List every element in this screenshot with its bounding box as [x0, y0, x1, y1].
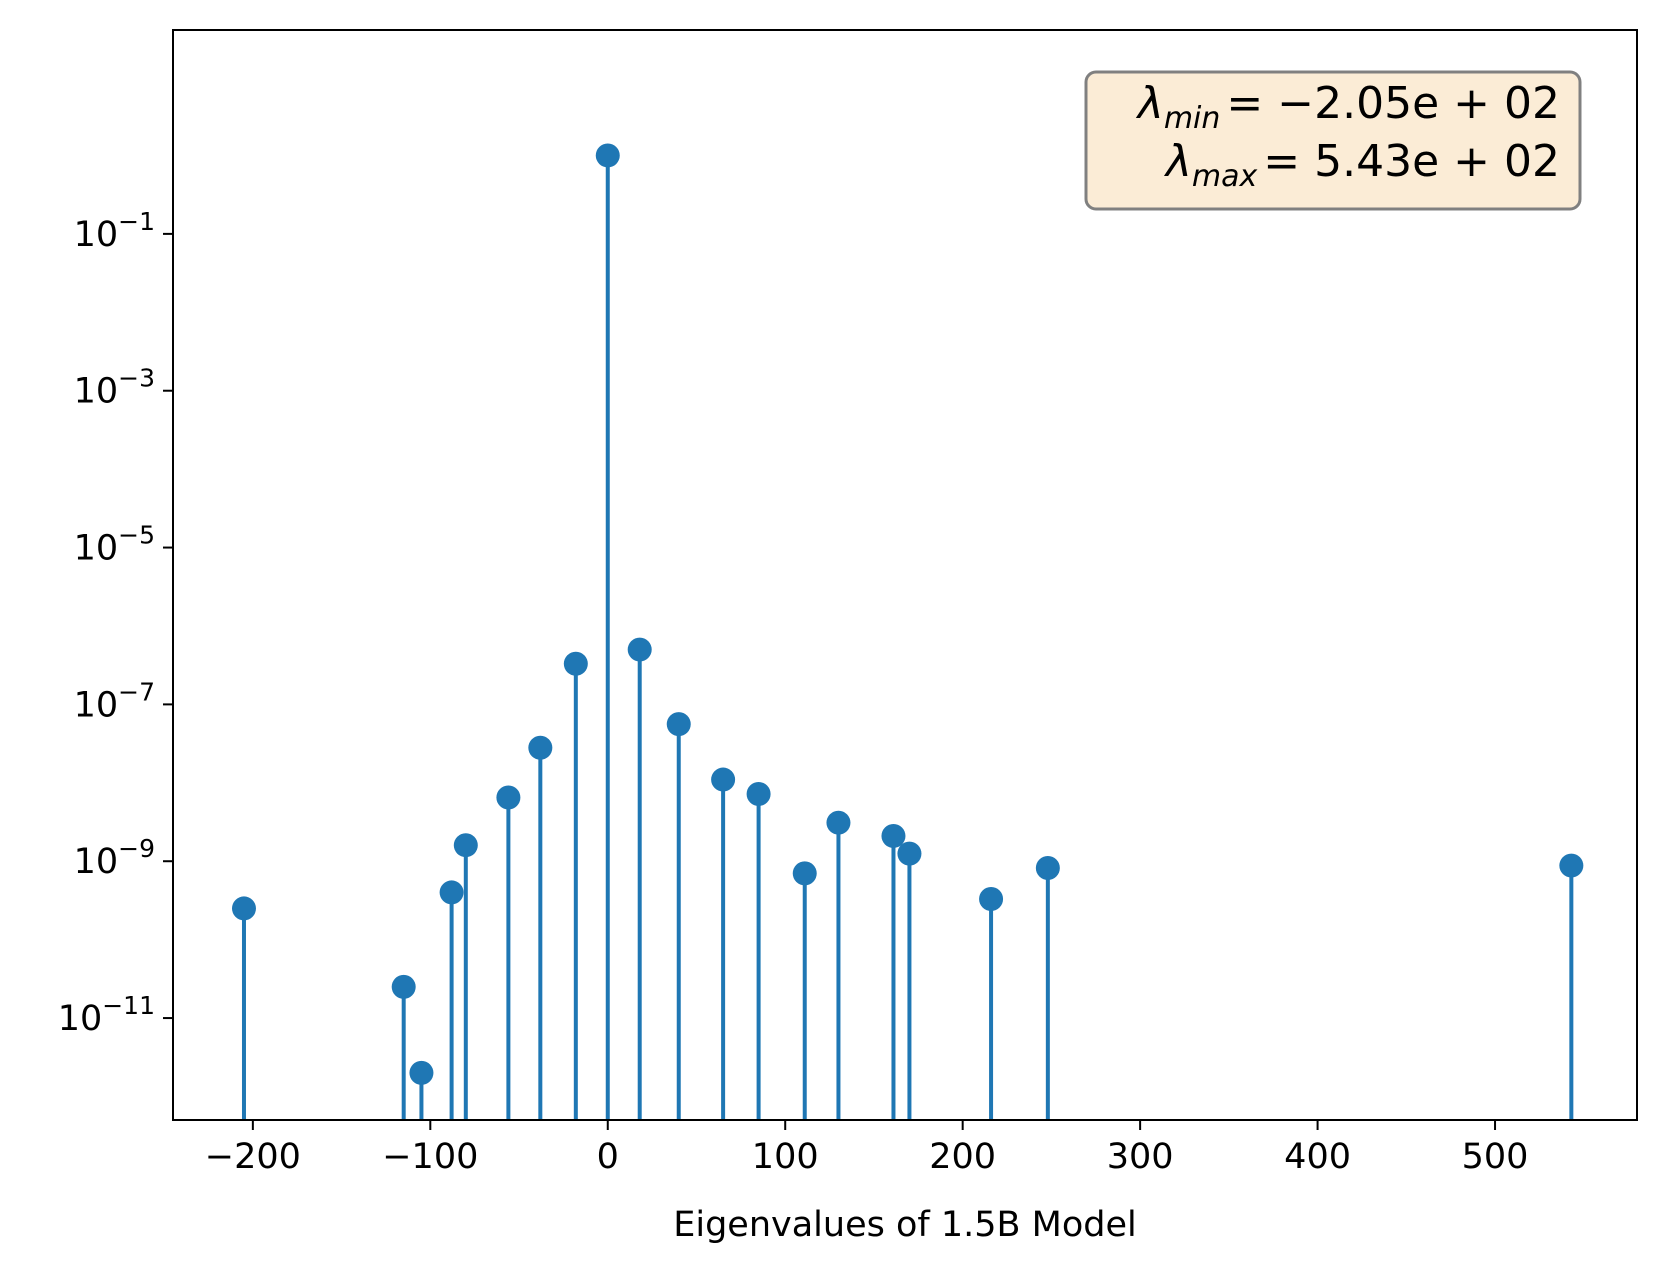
stem-marker-10	[666, 712, 691, 737]
x-tick-label: 300	[1107, 1137, 1174, 1177]
stem-marker-8	[595, 143, 620, 168]
stem-markers	[231, 143, 1584, 1085]
stem-lines	[241, 155, 1574, 1120]
x-tick-label: −100	[382, 1137, 478, 1177]
stem-marker-18	[1035, 855, 1060, 880]
x-tick-label: 0	[597, 1137, 619, 1177]
stem-marker-1	[391, 974, 416, 999]
y-tick-label: 10−3	[74, 364, 155, 412]
x-tick-label: −200	[205, 1137, 301, 1177]
stem-marker-14	[826, 810, 851, 835]
stem-marker-7	[563, 651, 588, 676]
x-axis-ticks: −200 −100 0 100 200 300 400 500	[205, 1120, 1529, 1177]
x-axis-label: Eigenvalues of 1.5B Model	[673, 1205, 1136, 1245]
plot-frame	[172, 29, 1638, 1121]
y-tick-label: 10−1	[74, 207, 155, 255]
stem-marker-3	[439, 880, 464, 905]
stem-marker-19	[1559, 853, 1584, 878]
stem-marker-2	[409, 1060, 434, 1085]
x-tick-label: 400	[1284, 1137, 1351, 1177]
plot-background	[173, 30, 1637, 1120]
y-tick-label: 10−9	[74, 834, 155, 882]
stem-marker-0	[231, 896, 256, 921]
y-tick-label: 10−11	[58, 991, 155, 1039]
legend-lambda-min: λmin = −2.05e + 02	[1136, 78, 1560, 136]
legend-lambda-max: λmax = 5.43e + 02	[1164, 136, 1560, 194]
stem-marker-15	[881, 823, 906, 848]
y-axis-ticks: 10−1 10−3 10−5 10−7 10−9 10−11	[58, 207, 173, 1039]
y-tick-label: 10−5	[74, 521, 155, 569]
x-tick-label: 200	[929, 1137, 996, 1177]
x-tick-label: 500	[1462, 1137, 1529, 1177]
stem-marker-6	[528, 735, 553, 760]
stem-marker-4	[453, 833, 478, 858]
stem-marker-12	[746, 781, 771, 806]
legend-box: λmin = −2.05e + 02 λmax = 5.43e + 02	[1084, 70, 1582, 211]
stem-marker-17	[979, 886, 1004, 911]
stem-marker-16	[897, 841, 922, 866]
stem-marker-5	[496, 785, 521, 810]
stem-marker-13	[792, 861, 817, 886]
x-tick-label: 100	[752, 1137, 819, 1177]
legend-background	[1084, 70, 1582, 211]
y-tick-label: 10−7	[74, 677, 155, 725]
stem-marker-11	[711, 767, 736, 792]
stem-marker-9	[627, 637, 652, 662]
